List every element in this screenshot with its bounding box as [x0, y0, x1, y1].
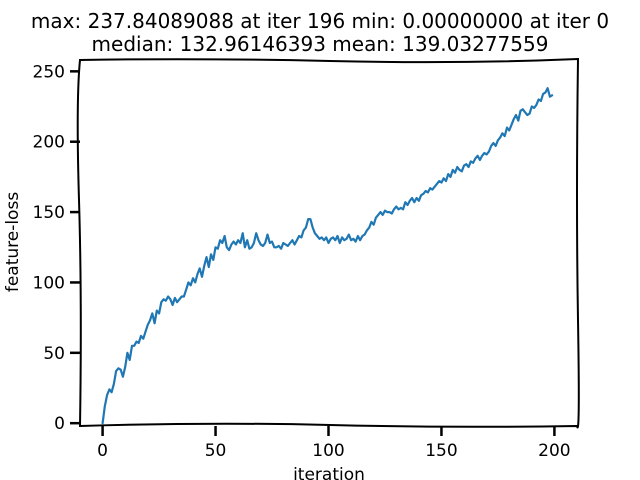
x-tick-label: 50: [205, 441, 227, 461]
y-tick-label: 200: [33, 133, 65, 153]
x-axis: 0 50 100 150 200: [97, 426, 571, 461]
x-tick-label: 200: [538, 441, 570, 461]
x-tick-label: 0: [97, 441, 108, 461]
x-tick-label: 100: [312, 441, 344, 461]
y-axis: 0 50 100 150 200 250: [33, 62, 80, 434]
y-tick-label: 150: [33, 203, 65, 223]
x-axis-label: iteration: [293, 465, 365, 480]
series-line: [101, 87, 554, 425]
chart-title-line-1: max: 237.84089088 at iter 196 min: 0.000…: [31, 9, 609, 33]
chart-title-line-2: median: 132.96146393 mean: 139.03277559: [92, 32, 549, 56]
y-tick-label: 50: [43, 344, 65, 364]
x-tick-label: 150: [425, 441, 457, 461]
y-tick-label: 100: [33, 273, 65, 293]
y-tick-label: 250: [33, 62, 65, 82]
y-tick-label: 0: [54, 414, 65, 434]
plot-frame: [76, 57, 580, 429]
y-axis-label: feature-loss: [3, 192, 23, 292]
